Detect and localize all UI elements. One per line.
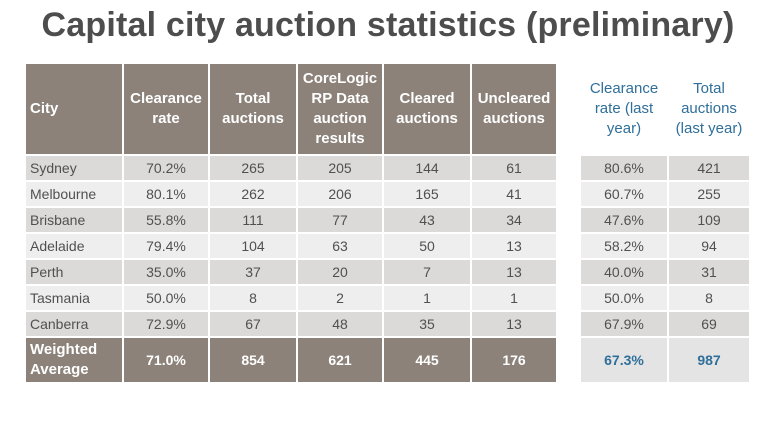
uncleared-auctions-cell: 13 xyxy=(472,234,556,258)
total-auctions-last-year-cell: 255 xyxy=(669,182,749,206)
cleared-auctions-cell: 50 xyxy=(384,234,470,258)
city-cell: Perth xyxy=(26,260,122,284)
corelogic-results-cell: 63 xyxy=(298,234,382,258)
table-row: Brisbane 55.8% 111 77 43 34 xyxy=(26,208,556,232)
total-auctions-cell: 111 xyxy=(210,208,296,232)
table-row: Tasmania 50.0% 8 2 1 1 xyxy=(26,286,556,310)
corelogic-results-cell: 77 xyxy=(298,208,382,232)
clearance-rate-cell: 35.0% xyxy=(124,260,208,284)
cleared-auctions-cell: 35 xyxy=(384,312,470,336)
clearance-rate-last-year-cell: 60.7% xyxy=(581,182,667,206)
clearance-rate-cell: 70.2% xyxy=(124,156,208,180)
total-auctions-cell: 262 xyxy=(210,182,296,206)
corelogic-results-cell: 205 xyxy=(298,156,382,180)
cleared-auctions-cell: 7 xyxy=(384,260,470,284)
last-year-row: 80.6% 421 xyxy=(581,156,749,180)
clearance-rate-last-year-cell: 50.0% xyxy=(581,286,667,310)
last-year-table: Clearance rate (last year) Total auction… xyxy=(579,62,751,384)
column-header-clearance-rate: Clearance rate xyxy=(124,64,208,154)
last-year-average-row: 67.3% 987 xyxy=(581,338,749,382)
total-auctions-last-year-cell: 94 xyxy=(669,234,749,258)
column-header-corelogic-results: CoreLogic RP Data auction results xyxy=(298,64,382,154)
last-year-row: 47.6% 109 xyxy=(581,208,749,232)
city-cell: Adelaide xyxy=(26,234,122,258)
city-cell: Melbourne xyxy=(26,182,122,206)
city-cell: Weighted Average xyxy=(26,338,122,382)
last-year-row: 40.0% 31 xyxy=(581,260,749,284)
table-row: Melbourne 80.1% 262 206 165 41 xyxy=(26,182,556,206)
table-row: Adelaide 79.4% 104 63 50 13 xyxy=(26,234,556,258)
column-header-total-auctions: Total auctions xyxy=(210,64,296,154)
total-auctions-cell: 265 xyxy=(210,156,296,180)
column-header-clearance-rate-last-year: Clearance rate (last year) xyxy=(589,80,659,137)
total-auctions-cell: 67 xyxy=(210,312,296,336)
clearance-rate-cell: 72.9% xyxy=(124,312,208,336)
page-title: Capital city auction statistics (prelimi… xyxy=(41,6,735,44)
last-year-row: 60.7% 255 xyxy=(581,182,749,206)
last-year-row: 67.9% 69 xyxy=(581,312,749,336)
cleared-auctions-cell: 144 xyxy=(384,156,470,180)
clearance-rate-cell: 71.0% xyxy=(124,338,208,382)
column-header-city: City xyxy=(26,64,122,154)
corelogic-results-cell: 2 xyxy=(298,286,382,310)
uncleared-auctions-cell: 34 xyxy=(472,208,556,232)
total-auctions-last-year-cell: 421 xyxy=(669,156,749,180)
uncleared-auctions-cell: 41 xyxy=(472,182,556,206)
corelogic-results-cell: 20 xyxy=(298,260,382,284)
uncleared-auctions-cell: 13 xyxy=(472,312,556,336)
corelogic-results-cell: 48 xyxy=(298,312,382,336)
total-auctions-cell: 104 xyxy=(210,234,296,258)
cleared-auctions-cell: 1 xyxy=(384,286,470,310)
last-year-row: 58.2% 94 xyxy=(581,234,749,258)
total-auctions-last-year-cell: 69 xyxy=(669,312,749,336)
city-cell: Brisbane xyxy=(26,208,122,232)
cleared-auctions-cell: 445 xyxy=(384,338,470,382)
total-auctions-cell: 37 xyxy=(210,260,296,284)
clearance-rate-cell: 80.1% xyxy=(124,182,208,206)
city-cell: Tasmania xyxy=(26,286,122,310)
table-row: Perth 35.0% 37 20 7 13 xyxy=(26,260,556,284)
uncleared-auctions-cell: 61 xyxy=(472,156,556,180)
clearance-rate-last-year-cell: 58.2% xyxy=(581,234,667,258)
uncleared-auctions-cell: 176 xyxy=(472,338,556,382)
auction-stats-table: City Clearance rate Total auctions CoreL… xyxy=(24,62,558,384)
column-header-total-auctions-last-year: Total auctions (last year) xyxy=(675,80,743,137)
column-header-uncleared-auctions: Uncleared auctions xyxy=(472,64,556,154)
clearance-rate-last-year-cell: 80.6% xyxy=(581,156,667,180)
corelogic-results-cell: 621 xyxy=(298,338,382,382)
city-cell: Sydney xyxy=(26,156,122,180)
table-row: Canberra 72.9% 67 48 35 13 xyxy=(26,312,556,336)
clearance-rate-cell: 50.0% xyxy=(124,286,208,310)
table-row: Sydney 70.2% 265 205 144 61 xyxy=(26,156,556,180)
clearance-rate-last-year-cell: 67.3% xyxy=(581,338,667,382)
corelogic-results-cell: 206 xyxy=(298,182,382,206)
clearance-rate-cell: 55.8% xyxy=(124,208,208,232)
clearance-rate-last-year-cell: 40.0% xyxy=(581,260,667,284)
cleared-auctions-cell: 165 xyxy=(384,182,470,206)
total-auctions-cell: 854 xyxy=(210,338,296,382)
column-header-cleared-auctions: Cleared auctions xyxy=(384,64,470,154)
total-auctions-last-year-cell: 987 xyxy=(669,338,749,382)
last-year-row: 50.0% 8 xyxy=(581,286,749,310)
cleared-auctions-cell: 43 xyxy=(384,208,470,232)
clearance-rate-last-year-cell: 67.9% xyxy=(581,312,667,336)
total-auctions-last-year-cell: 31 xyxy=(669,260,749,284)
city-cell: Canberra xyxy=(26,312,122,336)
uncleared-auctions-cell: 1 xyxy=(472,286,556,310)
table-header-row: City Clearance rate Total auctions CoreL… xyxy=(26,64,556,154)
total-auctions-last-year-cell: 109 xyxy=(669,208,749,232)
clearance-rate-cell: 79.4% xyxy=(124,234,208,258)
last-year-header-row: Clearance rate (last year) Total auction… xyxy=(581,64,749,154)
total-auctions-cell: 8 xyxy=(210,286,296,310)
total-auctions-last-year-cell: 8 xyxy=(669,286,749,310)
clearance-rate-last-year-cell: 47.6% xyxy=(581,208,667,232)
uncleared-auctions-cell: 13 xyxy=(472,260,556,284)
weighted-average-row: Weighted Average 71.0% 854 621 445 176 xyxy=(26,338,556,382)
